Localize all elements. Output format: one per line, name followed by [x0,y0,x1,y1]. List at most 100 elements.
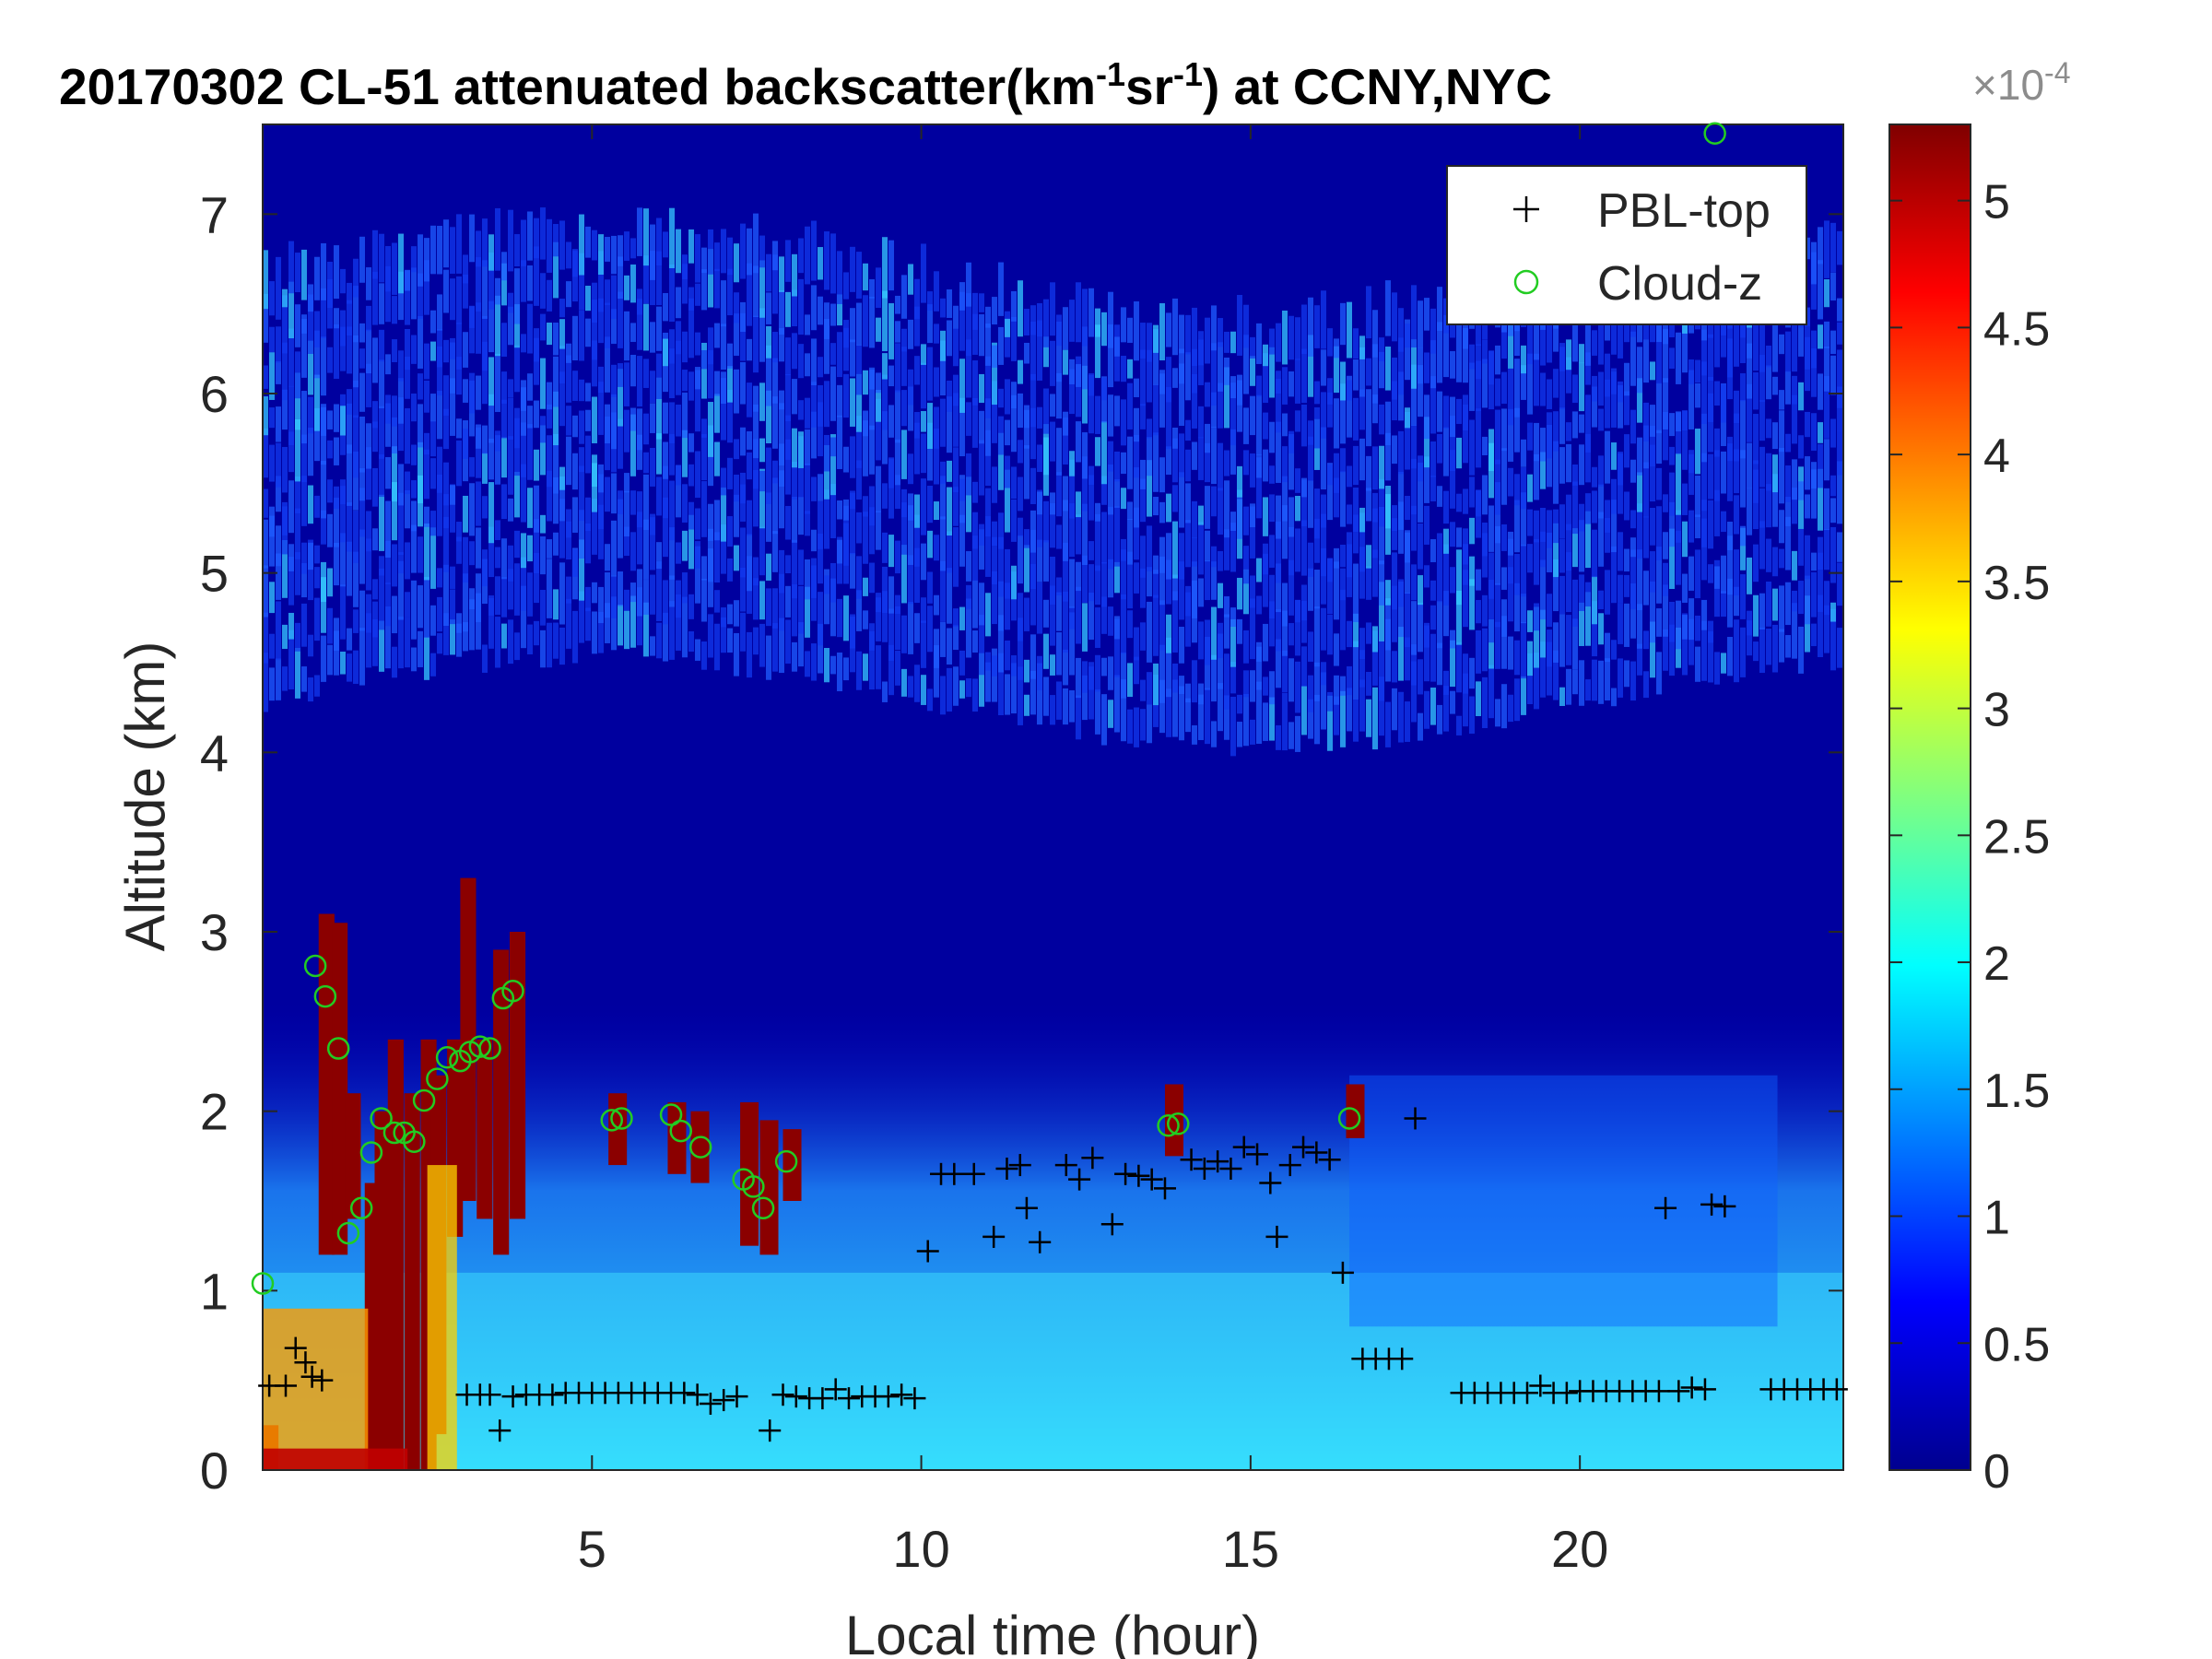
aerosol-texture-cell [1321,494,1326,528]
aerosol-texture-cell [1147,567,1152,597]
aerosol-texture-cell [1256,558,1262,582]
aerosol-texture-cell [385,354,391,375]
aerosol-texture-cell [888,365,894,387]
aerosol-texture-cell [876,398,881,461]
aerosol-texture-cell [753,213,759,274]
aerosol-texture-cell [850,552,855,589]
aerosol-texture-cell [321,561,326,603]
aerosol-texture-cell [334,618,339,651]
y-axis-label: Altitude (km) [114,641,176,952]
aerosol-texture-cell [1740,525,1746,547]
aerosol-texture-cell [1127,359,1133,379]
aerosol-texture-cell [1501,371,1507,405]
aerosol-texture-cell [1772,454,1778,493]
aerosol-texture-cell [482,425,488,454]
aerosol-texture-cell [1779,548,1784,569]
aerosol-texture-cell [895,343,900,393]
aerosol-texture-cell [688,501,694,530]
aerosol-texture-cell [1379,641,1384,701]
aerosol-texture-cell [1269,697,1275,741]
aerosol-texture-cell [1443,427,1449,477]
aerosol-texture-cell [1359,547,1365,599]
aerosol-texture-cell [1018,593,1023,641]
aerosol-texture-cell [1140,404,1146,429]
aerosol-texture-cell [1566,552,1571,613]
aerosol-texture-cell [1250,575,1255,608]
aerosol-texture-cell [347,444,352,506]
aerosol-texture-cell [469,541,475,566]
cloud-patch [690,1111,710,1183]
aerosol-texture-cell [1243,407,1249,444]
aerosol-texture-cell [1153,384,1159,436]
aerosol-texture-cell [1011,499,1017,542]
aerosol-texture-cell [688,464,694,487]
aerosol-texture-cell [495,520,500,541]
aerosol-texture-cell [321,406,326,436]
aerosol-texture-cell [1585,309,1591,366]
aerosol-texture-cell [869,562,875,594]
aerosol-texture-cell [798,431,804,468]
aerosol-texture-cell [366,594,371,633]
aerosol-texture-cell [637,207,642,256]
aerosol-texture-cell [501,484,507,520]
aerosol-texture-cell [1037,655,1042,690]
aerosol-texture-cell [618,490,623,514]
aerosol-texture-cell [514,304,520,348]
aerosol-texture-cell [1088,373,1094,396]
aerosol-texture-cell [1476,569,1481,591]
aerosol-texture-cell [1418,602,1423,653]
aerosol-texture-cell [1205,530,1210,562]
aerosol-texture-cell [553,477,559,524]
aerosol-texture-cell [663,612,668,662]
aerosol-texture-cell [1418,712,1423,741]
aerosol-texture-cell [934,406,939,449]
aerosol-texture-cell [301,249,307,300]
aerosol-texture-cell [1230,662,1236,694]
aerosol-texture-cell [1482,628,1488,672]
pbl-top-point [1700,1193,1724,1216]
aerosol-texture-cell [637,491,642,528]
aerosol-texture-cell [1211,546,1217,568]
aerosol-texture-cell [566,521,571,560]
aerosol-texture-cell [734,600,739,627]
aerosol-texture-cell [1069,459,1075,519]
cloud-z-point [669,1119,693,1143]
aerosol-texture-cell [1301,405,1307,447]
aerosol-texture-cell [701,641,707,670]
aerosol-texture-cell [1592,529,1597,578]
aerosol-texture-cell [727,457,733,489]
aerosol-texture-cell [1321,513,1326,577]
aerosol-texture-cell [1050,421,1055,462]
pbl-top-point [943,1162,966,1185]
aerosol-texture-cell [785,373,791,422]
aerosol-texture-cell [1837,322,1842,345]
aerosol-texture-cell [1282,310,1288,365]
aerosol-texture-cell [495,353,500,413]
aerosol-texture-cell [1418,463,1423,523]
aerosol-texture-cell [940,298,946,318]
aerosol-texture-cell [1347,532,1352,578]
aerosol-texture-cell [1592,576,1597,625]
aerosol-texture-cell [1153,555,1159,574]
aerosol-texture-cell [1818,227,1823,265]
aerosol-texture-cell [1424,298,1430,331]
aerosol-texture-cell [1030,670,1036,715]
aerosol-texture-cell [308,539,313,601]
aerosol-texture-cell [1830,355,1836,395]
aerosol-texture-cell [1579,362,1584,412]
aerosol-texture-cell [1030,529,1036,589]
y-tick-label: 1 [200,1262,229,1320]
aerosol-texture-cell [308,634,313,657]
aerosol-texture-cell [1288,434,1294,490]
aerosol-texture-cell [901,429,907,479]
aerosol-texture-cell [921,597,926,623]
aerosol-texture-cell [992,521,997,547]
aerosol-texture-cell [1030,563,1036,626]
aerosol-texture-cell [334,486,339,510]
aerosol-texture-cell [1721,451,1726,494]
aerosol-texture-cell [366,267,371,300]
aerosol-texture-cell [682,596,688,658]
aerosol-texture-cell [1398,581,1404,638]
aerosol-texture-cell [805,353,810,377]
aerosol-texture-cell [1450,416,1455,472]
